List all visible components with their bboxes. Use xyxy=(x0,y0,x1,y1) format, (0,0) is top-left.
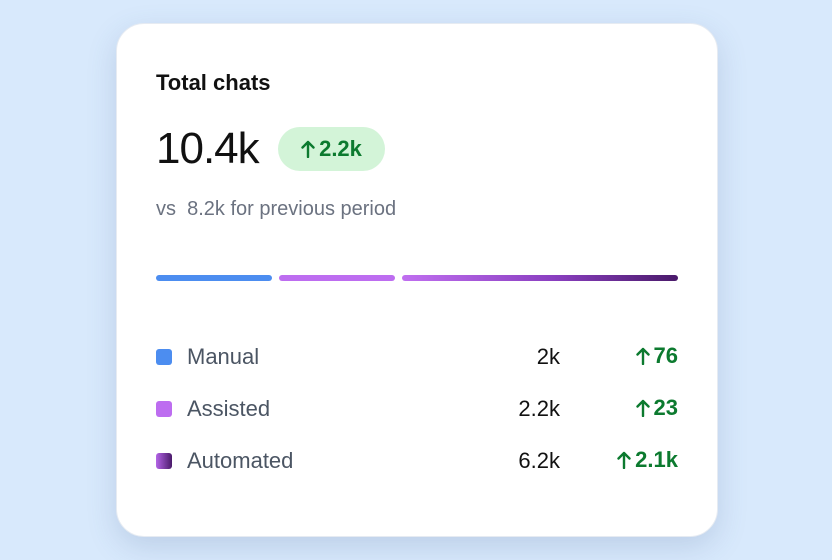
row-label: Assisted xyxy=(187,396,271,421)
change-value: 76 xyxy=(653,343,678,368)
swatch xyxy=(156,453,172,469)
up-arrow xyxy=(301,140,315,158)
row-label: Automated xyxy=(187,448,294,473)
legend-row: Manual 2k 76 xyxy=(156,342,678,372)
bar-segment xyxy=(402,275,678,281)
card-title: Total chats xyxy=(156,70,271,95)
change: 2.2k xyxy=(319,136,362,161)
row-value: 2.2k xyxy=(518,396,560,421)
swatch xyxy=(156,349,172,365)
row-change: 76 xyxy=(635,343,678,369)
swatch xyxy=(156,401,172,417)
up-arrow xyxy=(635,399,650,417)
change-value: 2.1k xyxy=(635,447,678,472)
card: Total chats 10.4k 2.2k vs 8.2k for previ… xyxy=(116,23,718,537)
comparison: vs 8.2k for previous period xyxy=(156,198,397,220)
row-change: 23 xyxy=(635,395,678,421)
change-badge: 2.2k xyxy=(278,127,385,171)
row-label: Manual xyxy=(187,344,260,369)
total: 10.4k xyxy=(156,124,260,173)
row-value: 2k xyxy=(536,344,560,369)
row-value: 6.2k xyxy=(518,448,560,473)
up-arrow xyxy=(635,347,650,365)
change-value: 23 xyxy=(653,395,678,420)
row-change: 2.1k xyxy=(617,447,678,473)
legend-row: Assisted 2.2k 23 xyxy=(156,394,678,424)
bar-segment xyxy=(279,275,395,281)
bar-segment xyxy=(156,275,272,281)
up-arrow xyxy=(617,451,631,469)
legend-row: Automated 6.2k 2.1k xyxy=(156,446,678,476)
